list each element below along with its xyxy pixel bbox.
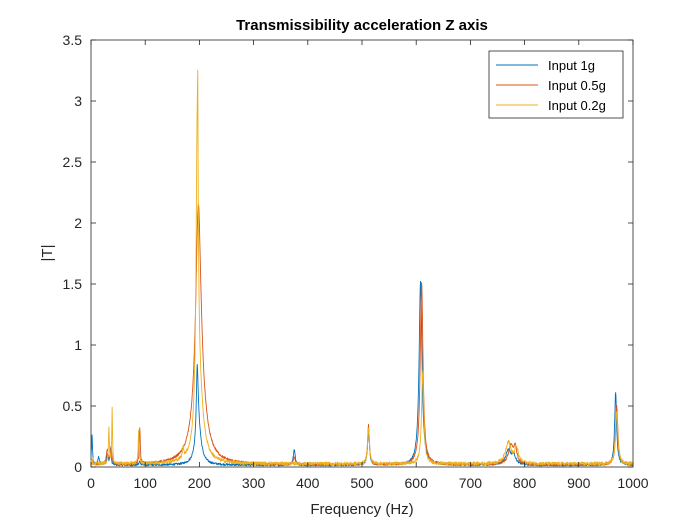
x-axis-label: Frequency (Hz) (310, 501, 413, 518)
x-tick-label: 200 (188, 475, 212, 491)
y-tick-label: 0.5 (63, 398, 83, 414)
y-tick-label: 0 (74, 459, 82, 475)
y-tick-label: 2 (74, 215, 82, 231)
x-tick-label: 400 (296, 475, 320, 491)
x-tick-label: 500 (350, 475, 374, 491)
x-tick-label: 0 (87, 475, 95, 491)
y-tick-label: 3 (74, 93, 82, 109)
x-tick-label: 600 (405, 475, 429, 491)
x-tick-label: 900 (567, 475, 591, 491)
x-tick-label: 100 (134, 475, 158, 491)
x-tick-label: 700 (459, 475, 483, 491)
legend-entry-input-0-5g: Input 0.5g (548, 78, 606, 93)
chart-title: Transmissibility acceleration Z axis (236, 17, 488, 34)
y-tick-label: 3.5 (63, 32, 83, 48)
legend-entry-input-0-2g: Input 0.2g (548, 98, 606, 113)
legend-entry-input-1g: Input 1g (548, 58, 595, 73)
tick-layer: 0 100 200 300 400 500 600 700 800 900 1000 0 0.5 1 1.5… (63, 32, 649, 491)
x-tick-label: 800 (513, 475, 537, 491)
legend: Input 1g Input 0.5g Input 0.2g (488, 50, 624, 119)
y-tick-label: 1.5 (63, 276, 83, 292)
y-tick-label: 1 (74, 337, 82, 353)
x-tick-label: 300 (242, 475, 266, 491)
y-tick-label: 2.5 (63, 154, 83, 170)
y-axis-label: |T| (39, 245, 56, 262)
x-tick-label: 1000 (617, 475, 648, 491)
